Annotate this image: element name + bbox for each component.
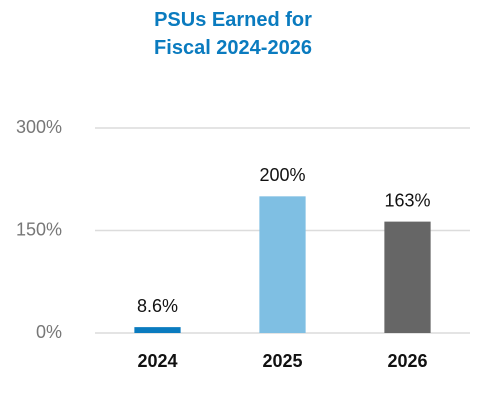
x-tick-label: 2025	[262, 351, 302, 371]
x-tick-label: 2024	[137, 351, 177, 371]
bar	[134, 327, 181, 333]
value-label: 163%	[384, 190, 430, 210]
value-label: 200%	[259, 165, 305, 185]
bar	[384, 221, 431, 333]
y-tick-label: 150%	[16, 219, 62, 239]
chart-title: PSUs Earned for Fiscal 2024-2026	[154, 9, 312, 59]
y-tick-label: 0%	[36, 322, 62, 342]
value-label: 8.6%	[137, 296, 178, 316]
y-tick-label: 300%	[16, 117, 62, 137]
bar	[259, 196, 306, 333]
x-tick-label: 2026	[387, 351, 427, 371]
